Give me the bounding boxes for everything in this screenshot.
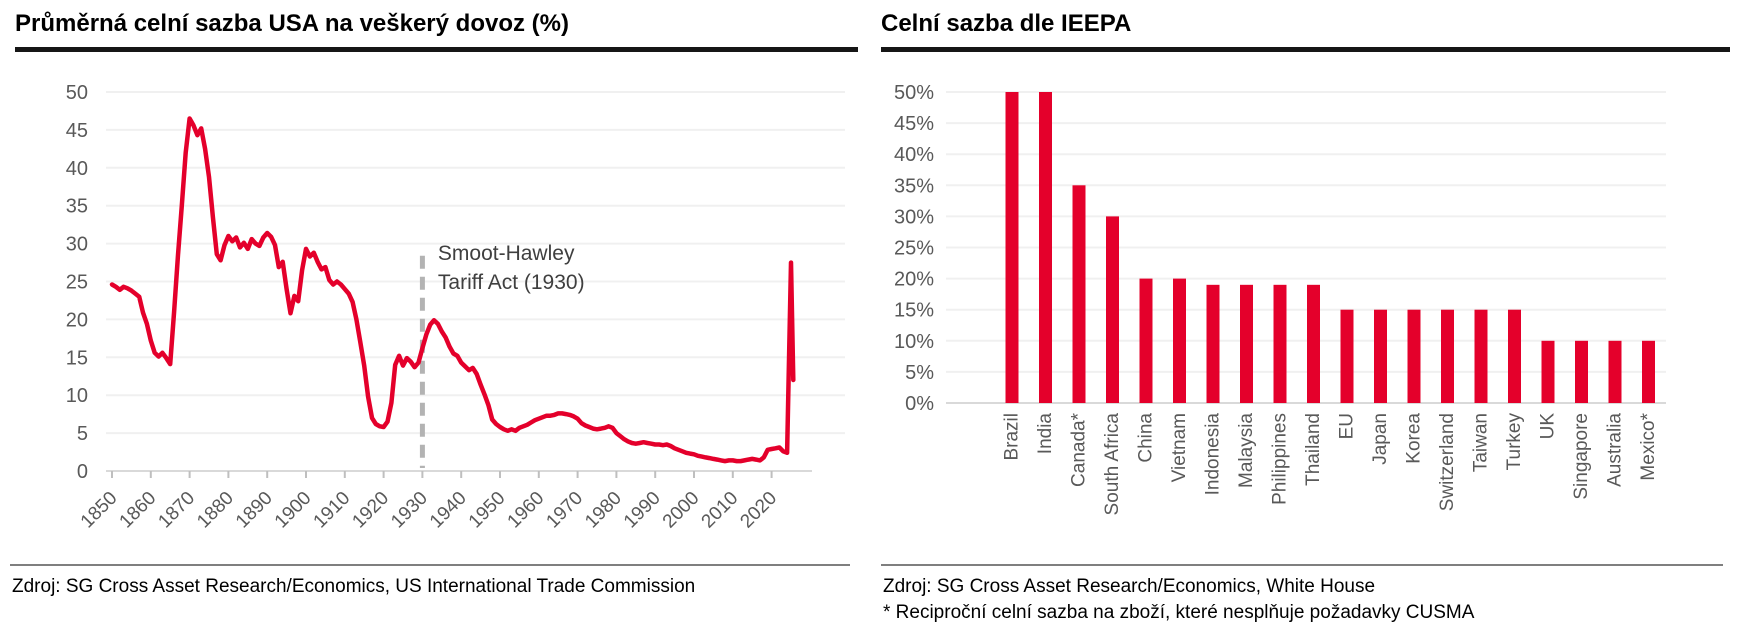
tariff-bar <box>1039 92 1052 403</box>
y-axis-tick-label: 10 <box>66 385 88 407</box>
x-axis-tick-label: 2020 <box>736 488 781 533</box>
tariff-bar <box>1441 309 1454 403</box>
x-axis-tick-label: 1960 <box>504 488 549 533</box>
country-tick-label: Indonesia <box>1203 413 1224 496</box>
left-source-divider <box>10 564 850 566</box>
y-axis-tick-label: 20 <box>66 309 88 331</box>
right-chart-title: Celní sazba dle IEEPA <box>881 10 1132 37</box>
country-tick-label: Philippines <box>1270 413 1291 505</box>
country-tick-label: Singapore <box>1571 413 1592 500</box>
y-axis-tick-label: 35 <box>66 196 88 218</box>
right-source-text: Zdroj: SG Cross Asset Research/Economics… <box>883 576 1376 597</box>
tariff-bar <box>1139 278 1153 403</box>
right-chart-footnote: * Reciproční celní sazba na zboží, které… <box>883 602 1475 623</box>
x-axis-tick-label: 1990 <box>620 488 665 533</box>
y-axis-tick-label: 45 <box>66 120 88 142</box>
tariff-bar <box>1072 185 1086 403</box>
y-axis-tick-label: 0 <box>77 461 88 483</box>
x-axis-tick-label: 1860 <box>116 488 161 533</box>
percent-tick-label: 45% <box>894 113 934 135</box>
tariff-bar <box>1642 340 1655 403</box>
tariff-bar <box>1307 284 1320 403</box>
y-axis-tick-label: 25 <box>66 272 88 294</box>
x-axis-tick-label: 1910 <box>310 488 355 533</box>
tariff-bar <box>1340 309 1354 403</box>
country-tick-label: India <box>1035 413 1056 455</box>
country-tick-label: Turkey <box>1504 413 1525 471</box>
tariff-bar <box>1106 216 1119 403</box>
right-title-underline <box>881 47 1730 52</box>
x-axis-tick-label: 1930 <box>387 488 432 533</box>
country-tick-label: Korea <box>1404 413 1425 464</box>
tariff-bar <box>1541 340 1555 403</box>
y-axis-tick-label: 50 <box>66 82 88 104</box>
tariff-bar <box>1273 284 1287 403</box>
percent-tick-label: 5% <box>905 362 934 384</box>
percent-tick-label: 40% <box>894 144 934 166</box>
percent-tick-label: 15% <box>894 300 934 322</box>
x-axis-tick-label: 1950 <box>465 488 510 533</box>
country-tick-label: Australia <box>1605 413 1626 487</box>
x-axis-tick-label: 1940 <box>426 488 471 533</box>
country-tick-label: UK <box>1538 413 1559 440</box>
tariff-bar <box>1508 309 1521 403</box>
x-axis-tick-label: 1880 <box>193 488 238 533</box>
percent-tick-label: 50% <box>894 82 934 104</box>
tariff-bar <box>1206 284 1220 403</box>
x-axis-tick-label: 1850 <box>77 488 122 533</box>
x-axis-tick-label: 1900 <box>271 488 316 533</box>
country-tick-label: Switzerland <box>1437 413 1458 511</box>
smoot-hawley-annotation-line: Tariff Act (1930) <box>438 271 585 294</box>
x-axis-tick-label: 1890 <box>232 488 277 533</box>
tariff-bar <box>1474 309 1488 403</box>
tariff-bar <box>1608 340 1622 403</box>
x-axis-tick-label: 2010 <box>698 488 743 533</box>
tariff-bar <box>1005 92 1019 403</box>
tariff-line-series <box>109 116 796 464</box>
percent-tick-label: 10% <box>894 331 934 353</box>
percent-tick-label: 0% <box>905 393 934 415</box>
right-source-divider <box>881 564 1723 566</box>
y-axis-tick-label: 30 <box>66 234 88 256</box>
x-axis-tick-label: 1970 <box>542 488 587 533</box>
country-tick-label: EU <box>1337 413 1358 439</box>
tariff-bar <box>1173 278 1186 403</box>
percent-tick-label: 35% <box>894 175 934 197</box>
country-tick-label: Japan <box>1370 413 1391 465</box>
tariff-bar <box>1240 284 1253 403</box>
country-tick-label: Mexico* <box>1638 412 1659 480</box>
country-tick-label: Canada* <box>1069 412 1090 487</box>
percent-tick-label: 25% <box>894 238 934 260</box>
country-tick-label: Taiwan <box>1471 413 1492 472</box>
percent-tick-label: 20% <box>894 269 934 291</box>
country-tick-label: Malaysia <box>1236 413 1257 488</box>
country-tick-label: Thailand <box>1303 413 1324 486</box>
country-tick-label: Vietnam <box>1169 413 1190 482</box>
y-axis-tick-label: 40 <box>66 158 88 180</box>
x-axis-tick-label: 2000 <box>659 488 704 533</box>
y-axis-tick-label: 15 <box>66 347 88 369</box>
left-chart-title: Průměrná celní sazba USA na veškerý dovo… <box>15 10 569 37</box>
left-source-text: Zdroj: SG Cross Asset Research/Economics… <box>12 576 696 597</box>
country-tick-label: Brazil <box>1002 413 1023 461</box>
tariff-bar <box>1575 340 1588 403</box>
left-title-underline <box>15 47 858 52</box>
x-axis-tick-label: 1870 <box>154 488 199 533</box>
tariff-bar <box>1407 309 1421 403</box>
country-tick-label: South Africa <box>1102 413 1123 516</box>
x-axis-tick-label: 1920 <box>348 488 393 533</box>
tariff-bar <box>1374 309 1387 403</box>
y-axis-tick-label: 5 <box>77 423 88 445</box>
smoot-hawley-annotation-line: Smoot-Hawley <box>438 242 575 265</box>
percent-tick-label: 30% <box>894 206 934 228</box>
country-tick-label: China <box>1136 413 1157 463</box>
x-axis-tick-label: 1980 <box>581 488 626 533</box>
